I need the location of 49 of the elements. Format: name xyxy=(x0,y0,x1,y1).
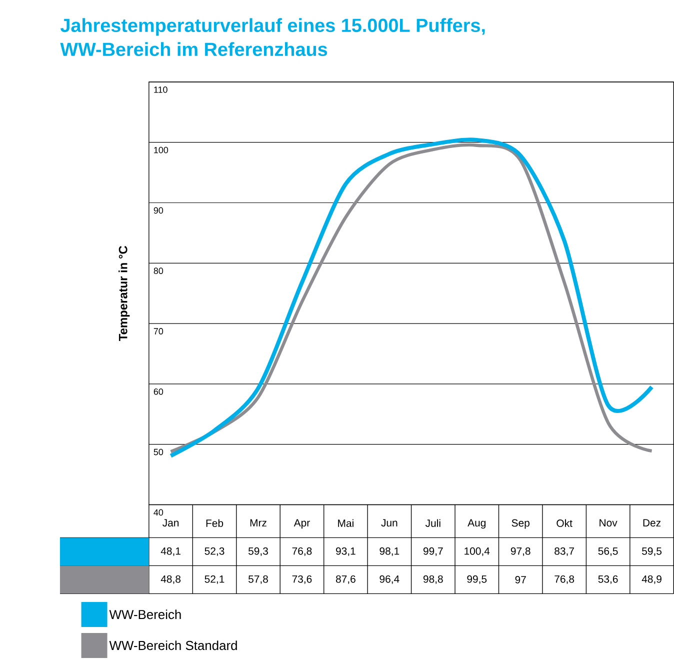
y-tick-label: 40 xyxy=(154,509,164,516)
data-label: 53,6 xyxy=(598,576,618,584)
chart-subtitle: WW-Bereich im Referenzhaus xyxy=(60,42,328,56)
legend-label: WW-Bereich xyxy=(109,610,181,620)
x-tick-label: Okt xyxy=(556,519,572,528)
y-tick-label: 110 xyxy=(154,86,168,93)
data-label: 48,9 xyxy=(642,576,662,584)
x-tick-label: Mrz xyxy=(250,519,266,527)
data-label: 76,8 xyxy=(554,576,574,584)
data-label: 98,8 xyxy=(423,576,443,584)
x-tick-label: Mai xyxy=(338,519,354,528)
data-label: 56,5 xyxy=(598,548,618,556)
y-axis-title: Temperatur in °C xyxy=(118,246,130,342)
y-tick-label: 70 xyxy=(154,328,164,335)
x-tick-label: Apr xyxy=(294,519,310,529)
data-label: 83,7 xyxy=(554,548,574,556)
x-tick-label: Juli xyxy=(425,519,440,528)
data-label: 98,1 xyxy=(380,548,400,556)
data-label: 99,7 xyxy=(423,548,443,556)
data-label: 59,3 xyxy=(248,548,268,556)
y-tick-label: 80 xyxy=(154,268,164,274)
x-tick-label: Sep xyxy=(512,519,530,529)
data-label: 97,8 xyxy=(510,548,530,556)
data-label: 57,8 xyxy=(248,576,268,584)
legend-label: WW-Bereich Standard xyxy=(109,640,237,650)
data-label: 93,1 xyxy=(336,548,356,556)
data-label: 99,5 xyxy=(467,576,487,584)
data-label: 48,8 xyxy=(160,576,181,584)
x-tick-label: Aug xyxy=(468,519,486,529)
y-tick-label: 60 xyxy=(154,388,164,395)
x-tick-label: Nov xyxy=(600,519,618,527)
data-label: 48,1 xyxy=(160,548,180,556)
x-tick-label: Dez xyxy=(643,519,661,527)
x-tick-label: Jan xyxy=(162,519,179,527)
y-tick-label: 50 xyxy=(154,449,164,456)
y-tick-label: 90 xyxy=(154,207,164,214)
data-label: 97 xyxy=(515,576,526,584)
data-label: 87,6 xyxy=(336,576,356,584)
data-label: 59,5 xyxy=(642,548,662,556)
data-label: 76,8 xyxy=(292,548,312,556)
data-label: 52,3 xyxy=(204,548,224,556)
x-tick-label: Feb xyxy=(206,519,224,528)
data-label: 96,4 xyxy=(380,576,400,584)
chart-title: Jahrestemperaturverlauf eines 15.000L Puffers, xyxy=(60,18,485,36)
x-tick-label: Jun xyxy=(381,519,398,527)
data-label: 73,6 xyxy=(292,576,312,584)
y-tick-label: 100 xyxy=(154,147,168,154)
data-label: 100,4 xyxy=(464,548,490,556)
data-label: 52,1 xyxy=(204,576,224,584)
